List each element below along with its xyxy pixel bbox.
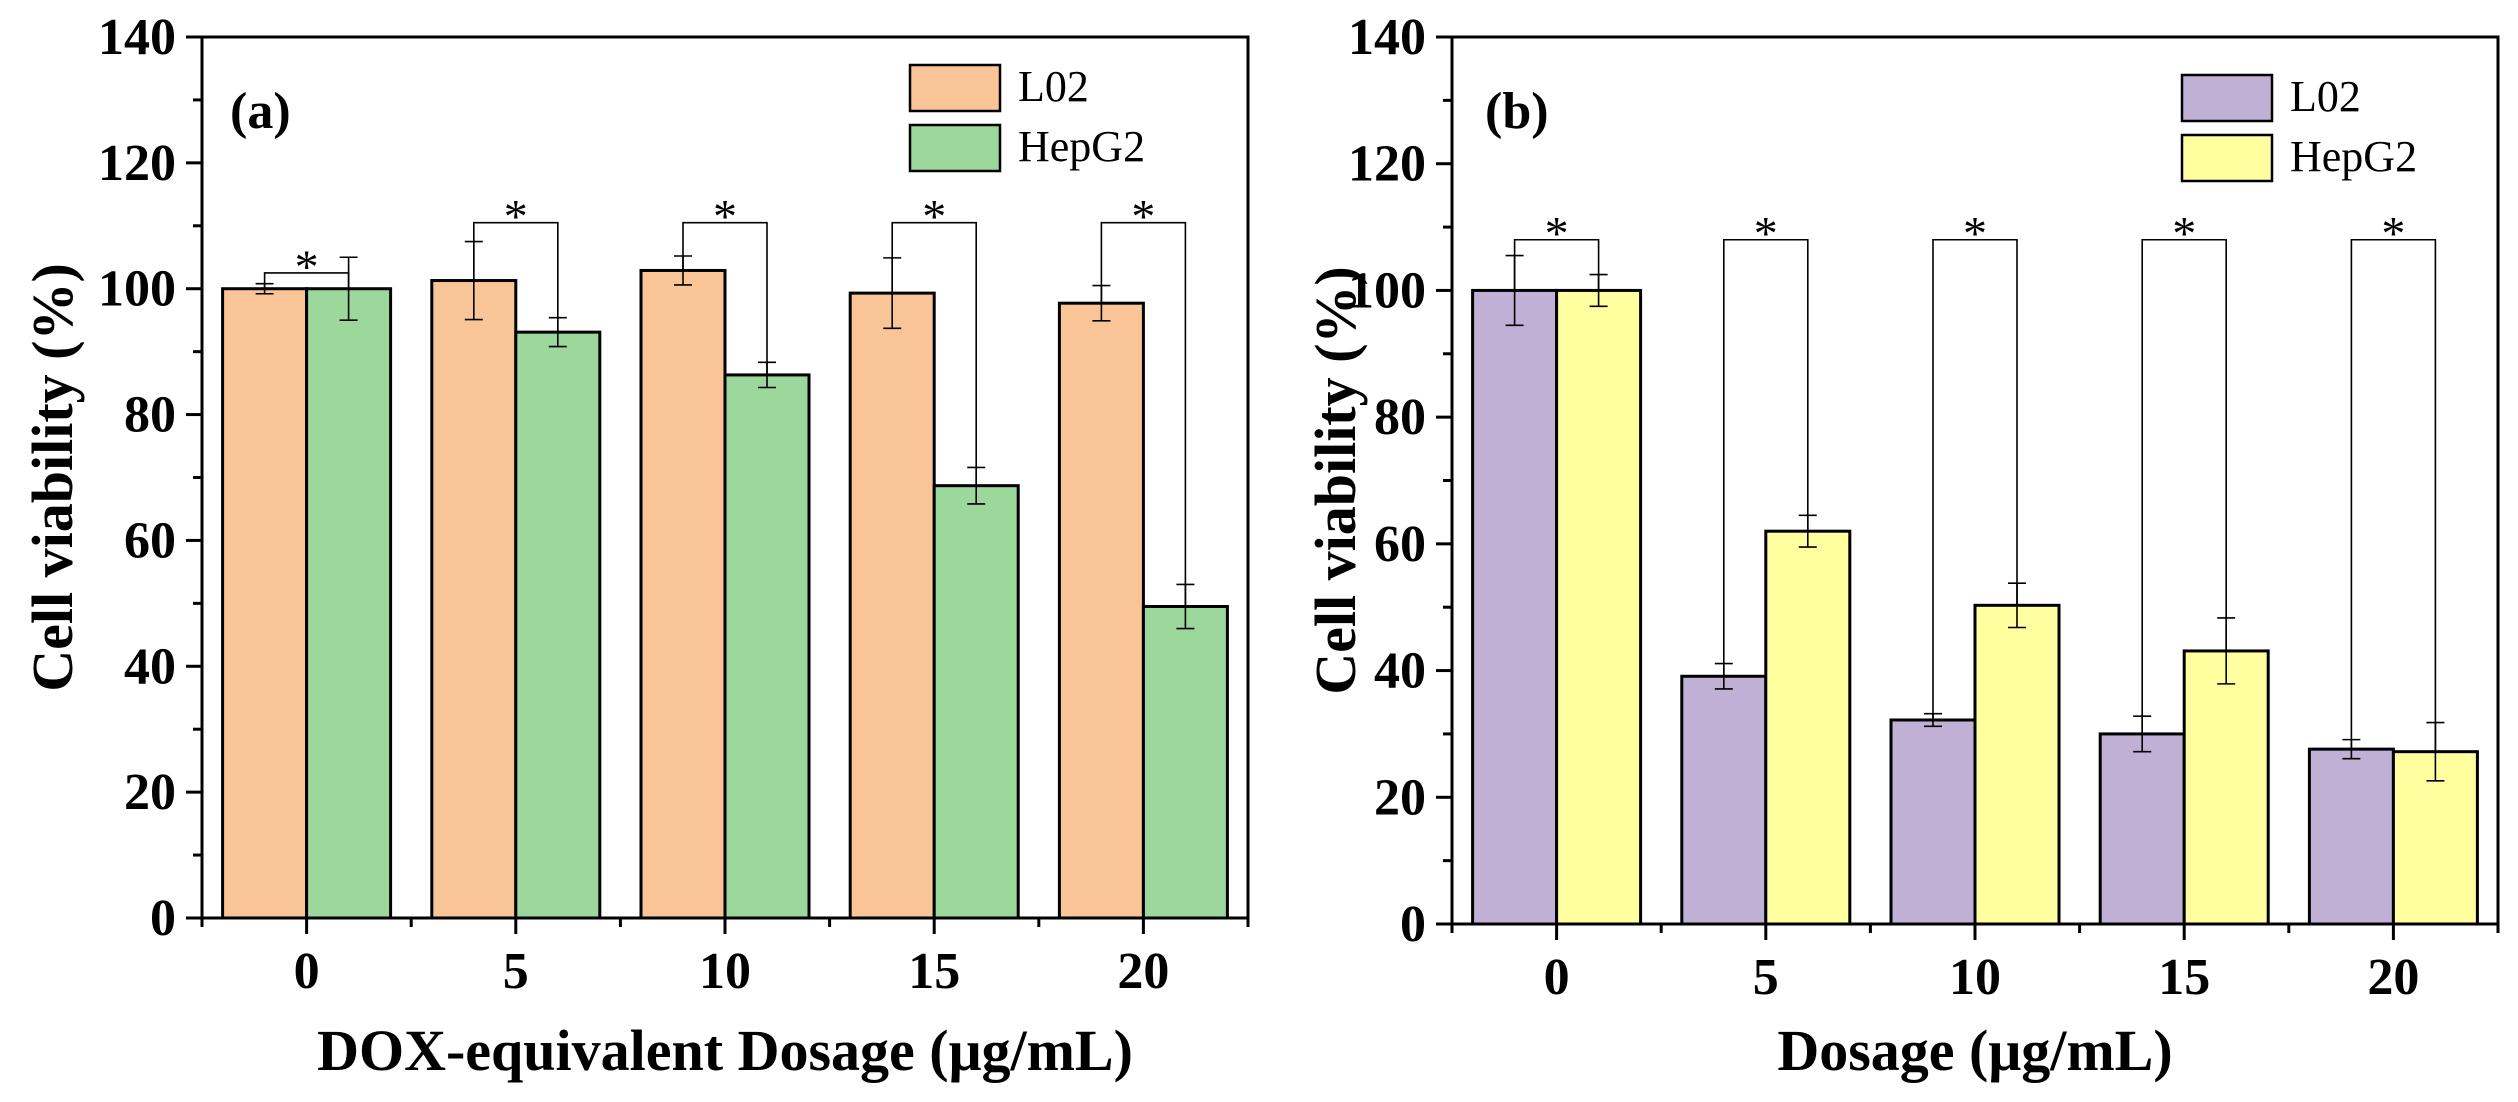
legend-swatch-hepg2 xyxy=(908,123,1002,173)
significance-star: * xyxy=(1963,208,1987,261)
significance-bracket xyxy=(263,272,350,289)
significance-bracket xyxy=(1723,238,1809,677)
x-tick-label: 0 xyxy=(1544,949,1570,1006)
x-tick-label: 10 xyxy=(1949,949,2001,1006)
bar-l02 xyxy=(2098,732,2186,926)
panel-label: (a) xyxy=(230,83,291,140)
legend-swatch-l02 xyxy=(908,63,1002,113)
bar-hepg2 xyxy=(1973,603,2061,926)
x-tick-label: 5 xyxy=(503,943,529,1000)
legend-label: L02 xyxy=(2290,72,2361,121)
x-tick-label: 15 xyxy=(908,943,960,1000)
significance-star: * xyxy=(1131,191,1155,244)
significance-bracket xyxy=(472,221,559,333)
y-tick-label: 120 xyxy=(1348,136,1426,193)
significance-star: * xyxy=(922,191,946,244)
y-tick-label: 20 xyxy=(1374,769,1426,826)
panel-b: 0 20 40 60 80 100 120 140 0 5 10 15 20 * * * * * L02 HepG2 (… xyxy=(1303,9,2500,1083)
legend-label: HepG2 xyxy=(1018,122,1145,171)
bar-l02 xyxy=(1057,301,1145,920)
legend-label: HepG2 xyxy=(2290,132,2417,181)
bar-l02 xyxy=(1471,288,1559,926)
y-tick-label: 120 xyxy=(98,135,176,192)
bar-hepg2 xyxy=(2182,649,2270,926)
y-tick-label: 20 xyxy=(124,764,176,821)
legend: L02 HepG2 xyxy=(2180,72,2417,183)
significance-star: * xyxy=(2172,208,2196,261)
y-axis-title: Cell viability (%) xyxy=(1303,266,1368,695)
y-tick-label: 140 xyxy=(98,9,176,66)
significance-bracket xyxy=(1932,238,2018,720)
bar-l02 xyxy=(430,279,518,920)
bar-hepg2 xyxy=(1141,605,1229,920)
x-axis-title: Dosage (μg/mL) xyxy=(1777,1018,2172,1083)
bar-l02 xyxy=(1680,674,1768,926)
bar-hepg2 xyxy=(1555,288,1643,926)
significance-bracket xyxy=(891,221,978,486)
bar-hepg2 xyxy=(932,484,1020,920)
significance-bracket xyxy=(1100,221,1187,607)
bar-hepg2 xyxy=(305,287,393,920)
significance-bracket xyxy=(2141,238,2227,734)
significance-star: * xyxy=(504,191,528,244)
legend: L02 HepG2 xyxy=(908,62,1145,173)
significance-star: * xyxy=(1754,208,1778,261)
y-axis-title: Cell viability (%) xyxy=(20,263,85,692)
significance-star: * xyxy=(2381,208,2405,261)
panel-label: (b) xyxy=(1485,83,1549,140)
x-tick-label: 20 xyxy=(1117,943,1169,1000)
legend-swatch-hepg2 xyxy=(2180,133,2274,183)
x-tick-label: 20 xyxy=(2367,949,2419,1006)
bar-l02 xyxy=(848,291,936,920)
y-tick-label: 100 xyxy=(98,261,176,318)
y-tick-label: 140 xyxy=(1348,9,1426,66)
x-tick-label: 10 xyxy=(699,943,751,1000)
y-tick-label: 60 xyxy=(1374,516,1426,573)
bar-hepg2 xyxy=(1764,529,1852,926)
y-tick-label: 60 xyxy=(124,512,176,569)
x-tick-label: 0 xyxy=(294,943,320,1000)
bar-l02 xyxy=(639,268,727,920)
bar-l02 xyxy=(1889,718,1977,926)
significance-bracket xyxy=(1513,238,1600,291)
x-axis-title: DOX-equivalent Dosage (μg/mL) xyxy=(317,1018,1133,1083)
y-tick-label: 80 xyxy=(124,387,176,444)
x-tick-label: 5 xyxy=(1753,949,1779,1006)
y-tick-label: 0 xyxy=(1400,896,1426,953)
bar-hepg2 xyxy=(723,373,811,920)
significance-star: * xyxy=(713,191,737,244)
legend-swatch-l02 xyxy=(2180,73,2274,123)
y-tick-label: 40 xyxy=(1374,643,1426,700)
significance-bracket xyxy=(2350,238,2437,752)
significance-star: * xyxy=(1545,208,1569,261)
panel-a: 0 20 40 60 80 100 120 140 0 5 10 15 20 * * * * * L02 HepG2 (… xyxy=(20,9,1250,1083)
significance-bracket xyxy=(682,221,768,375)
y-tick-label: 100 xyxy=(1348,262,1426,319)
y-tick-label: 80 xyxy=(1374,389,1426,446)
significance-star: * xyxy=(295,241,319,294)
bar-hepg2 xyxy=(514,330,602,920)
bar-l02 xyxy=(2307,747,2395,926)
legend-label: L02 xyxy=(1018,62,1089,111)
x-tick-label: 15 xyxy=(2158,949,2210,1006)
bar-l02 xyxy=(221,287,309,920)
y-tick-label: 0 xyxy=(150,890,176,947)
y-tick-label: 40 xyxy=(124,638,176,695)
